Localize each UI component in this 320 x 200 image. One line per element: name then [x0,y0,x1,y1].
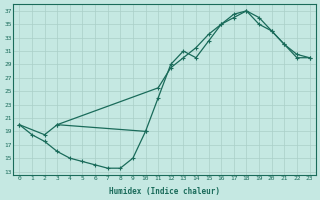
X-axis label: Humidex (Indice chaleur): Humidex (Indice chaleur) [109,187,220,196]
